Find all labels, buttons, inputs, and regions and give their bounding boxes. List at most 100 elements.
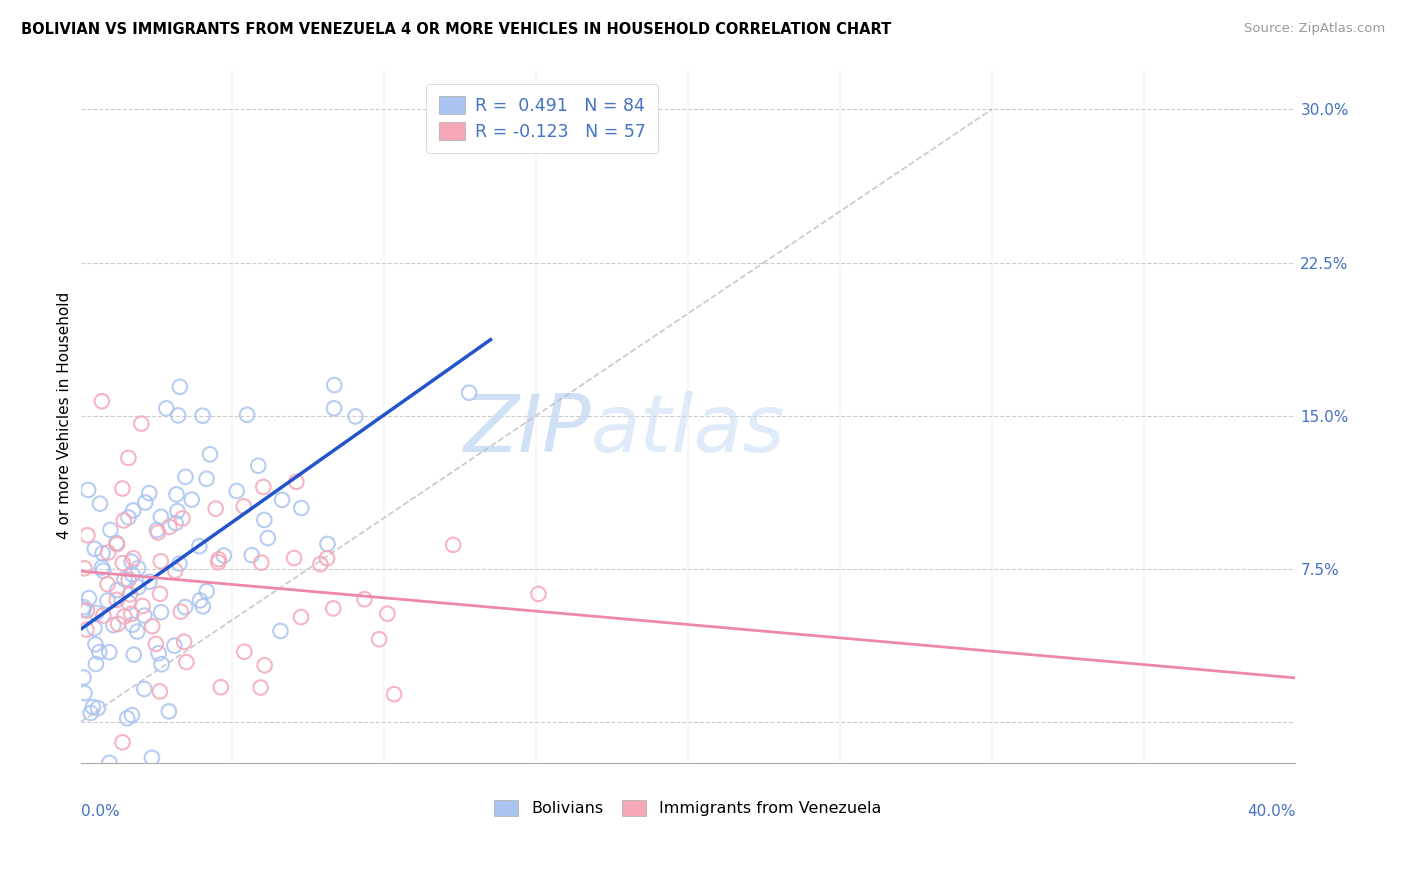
Point: [84, 657, 107, 671]
Point: [121, 555, 143, 569]
Point: [191, 409, 214, 423]
Point: [174, 600, 197, 615]
Point: [127, 561, 149, 575]
Point: [204, 501, 226, 516]
Point: [209, 680, 232, 694]
Point: [131, 599, 153, 613]
Point: [233, 645, 256, 659]
Point: [111, 482, 134, 496]
Point: [458, 385, 481, 400]
Point: [122, 503, 145, 517]
Point: [191, 599, 214, 614]
Point: [180, 492, 202, 507]
Point: [115, 711, 138, 725]
Point: [121, 708, 143, 723]
Point: [148, 646, 170, 660]
Point: [316, 551, 339, 566]
Point: [80, 706, 103, 720]
Text: atlas: atlas: [591, 391, 786, 468]
Point: [112, 609, 135, 624]
Point: [149, 509, 172, 524]
Point: [122, 551, 145, 566]
Point: [114, 572, 136, 586]
Point: [166, 487, 188, 501]
Point: [157, 704, 180, 718]
Point: [91, 608, 114, 623]
Point: [375, 607, 398, 621]
Point: [176, 655, 198, 669]
Point: [97, 545, 120, 559]
Point: [127, 624, 149, 639]
Point: [167, 409, 190, 423]
Point: [225, 483, 247, 498]
Point: [155, 401, 177, 416]
Point: [195, 584, 218, 599]
Text: 0.0%: 0.0%: [80, 805, 120, 820]
Point: [382, 687, 405, 701]
Point: [89, 497, 111, 511]
Point: [285, 475, 308, 489]
Point: [72, 671, 94, 685]
Point: [323, 401, 346, 416]
Point: [91, 546, 114, 560]
Point: [134, 681, 156, 696]
Point: [90, 394, 112, 409]
Point: [344, 409, 367, 424]
Point: [150, 605, 173, 619]
Point: [100, 523, 122, 537]
Y-axis label: 4 or more Vehicles in Household: 4 or more Vehicles in Household: [58, 292, 72, 540]
Point: [90, 560, 112, 574]
Point: [138, 574, 160, 589]
Point: [159, 520, 181, 534]
Point: [121, 567, 143, 582]
Point: [117, 595, 139, 609]
Point: [131, 417, 153, 431]
Point: [269, 624, 291, 638]
Point: [84, 606, 107, 620]
Point: [165, 516, 187, 530]
Point: [149, 587, 172, 601]
Point: [77, 483, 100, 497]
Point: [247, 458, 270, 473]
Point: [138, 486, 160, 500]
Point: [208, 552, 231, 566]
Point: [127, 580, 149, 594]
Point: [117, 510, 139, 524]
Point: [250, 556, 273, 570]
Point: [134, 608, 156, 623]
Point: [290, 501, 312, 516]
Point: [89, 645, 111, 659]
Point: [111, 735, 134, 749]
Text: 40.0%: 40.0%: [1247, 805, 1295, 820]
Point: [73, 561, 96, 575]
Point: [195, 472, 218, 486]
Legend: Bolivians, Immigrants from Venezuela: Bolivians, Immigrants from Venezuela: [486, 792, 890, 824]
Point: [111, 556, 134, 570]
Point: [83, 541, 105, 556]
Point: [165, 564, 187, 578]
Point: [83, 621, 105, 635]
Point: [309, 557, 332, 571]
Point: [121, 617, 143, 632]
Text: ZIP: ZIP: [464, 391, 591, 468]
Point: [256, 531, 278, 545]
Point: [72, 603, 94, 617]
Point: [253, 513, 276, 527]
Point: [87, 701, 110, 715]
Point: [72, 600, 94, 615]
Point: [98, 645, 121, 659]
Point: [146, 525, 169, 540]
Point: [249, 681, 271, 695]
Point: [105, 583, 128, 598]
Point: [145, 637, 167, 651]
Point: [73, 686, 96, 700]
Point: [97, 577, 120, 591]
Point: [240, 548, 263, 562]
Point: [149, 684, 172, 698]
Point: [146, 523, 169, 537]
Point: [166, 504, 188, 518]
Point: [105, 536, 128, 550]
Point: [169, 380, 191, 394]
Point: [316, 537, 339, 551]
Point: [527, 587, 550, 601]
